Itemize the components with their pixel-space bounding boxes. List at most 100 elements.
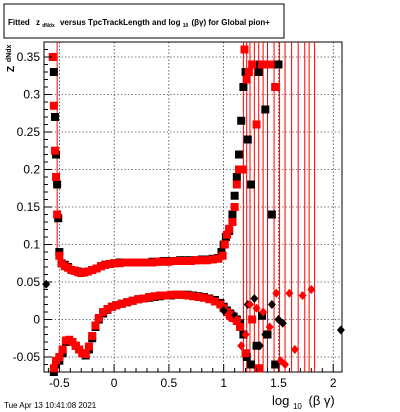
data-point (105, 260, 114, 268)
timestamp: Tue Apr 13 10:41:08 2021 (4, 401, 97, 410)
grid-lines (44, 42, 342, 372)
data-point (94, 314, 103, 322)
data-point (210, 297, 219, 306)
data-point (307, 285, 316, 294)
data-point (137, 258, 146, 267)
data-point (218, 251, 227, 260)
x-tick-label: 0.5 (161, 376, 178, 390)
x-tick-label: -0.5 (49, 376, 70, 390)
data-point (91, 321, 100, 330)
data-point (248, 315, 257, 324)
data-point (148, 258, 157, 267)
data-point (142, 258, 151, 267)
data-point (252, 303, 261, 313)
data-point (255, 341, 264, 351)
data-point (178, 290, 187, 299)
y-tick-label: 0.3 (23, 88, 40, 102)
data-point (121, 258, 130, 267)
x-tick-label: 1.5 (270, 376, 287, 390)
chart-title: Fitted z dNdx versus TpcTrackLength and … (8, 18, 270, 29)
data-point (248, 60, 257, 69)
data-point (205, 295, 214, 304)
data-point (261, 105, 270, 114)
title-z: z (36, 18, 40, 27)
title-log-sub: 10 (183, 23, 189, 29)
data-point (265, 322, 274, 332)
title-mid: versus TpcTrackLength and log (60, 18, 181, 27)
data-point (278, 318, 287, 328)
data-point (258, 60, 267, 69)
data-point (261, 330, 270, 339)
data-point (170, 257, 179, 265)
data-point (192, 256, 201, 265)
x-tick-label: 1 (220, 376, 227, 390)
title-tail: (βγ) for Global pion+ (192, 18, 271, 27)
y-tick-label: 0.35 (17, 50, 41, 64)
data-point (88, 266, 97, 274)
y-tick-label: 0.25 (17, 125, 41, 139)
data-point (134, 295, 143, 304)
data-point (250, 294, 259, 303)
data-point (48, 53, 57, 61)
data-point (222, 230, 231, 239)
y-axis-label-sub: dNdx (6, 45, 13, 63)
data-point (183, 291, 192, 300)
y-tick-label: 0.15 (17, 200, 41, 214)
data-point (49, 364, 58, 373)
title-prefix: Fitted (8, 18, 30, 27)
data-point (259, 307, 268, 317)
data-point (181, 257, 190, 265)
data-point (239, 83, 248, 91)
data-point (265, 60, 274, 69)
data-point (88, 332, 97, 340)
data-point (214, 254, 223, 263)
data-point (274, 60, 283, 69)
axes: -0.5 0 0.5 1 1.5 2 -0.05 0 0.05 0.1 0.15 0.2 0.25 0.3… (13, 49, 337, 390)
data-point (254, 68, 263, 76)
data-point (117, 299, 126, 308)
data-point (132, 258, 141, 267)
data-point (92, 264, 101, 273)
data-point (156, 291, 165, 300)
data-point (241, 330, 250, 339)
data-point (237, 341, 246, 351)
data-point (225, 312, 234, 322)
x-axis-label-sub: 10 (293, 402, 302, 411)
data-point (232, 180, 241, 189)
data-point (235, 150, 244, 159)
data-point (101, 260, 110, 269)
data-point (186, 257, 195, 265)
data-point (228, 218, 237, 226)
title-box (3, 3, 285, 39)
data-point (52, 173, 61, 181)
x-axis-label: log 10 (β γ) (272, 393, 335, 412)
data-point (150, 292, 159, 301)
data-point (145, 293, 154, 301)
y-tick-label: -0.05 (13, 350, 41, 364)
x-tick-label: 2 (330, 376, 337, 390)
data-point (232, 315, 241, 324)
data-point (230, 191, 239, 200)
data-point (115, 259, 124, 268)
data-point (243, 135, 252, 144)
data-point (203, 256, 212, 265)
data-point (194, 293, 203, 301)
data-point (107, 302, 116, 311)
y-tick-label: 0.1 (23, 238, 40, 252)
x-axis-label-tail: (β γ) (309, 393, 335, 408)
data-point (336, 325, 345, 335)
data-point (49, 101, 58, 110)
data-point (242, 75, 251, 84)
data-point (245, 300, 254, 309)
data-point (50, 113, 59, 121)
data-point (164, 257, 173, 266)
series-red-diamond (225, 285, 316, 369)
data-point (159, 257, 168, 266)
data-point (232, 173, 241, 181)
data-point (298, 291, 307, 300)
data-point (53, 180, 62, 189)
data-point (208, 255, 217, 264)
data-point (123, 298, 132, 307)
data-point (96, 262, 105, 271)
data-point (199, 293, 208, 302)
